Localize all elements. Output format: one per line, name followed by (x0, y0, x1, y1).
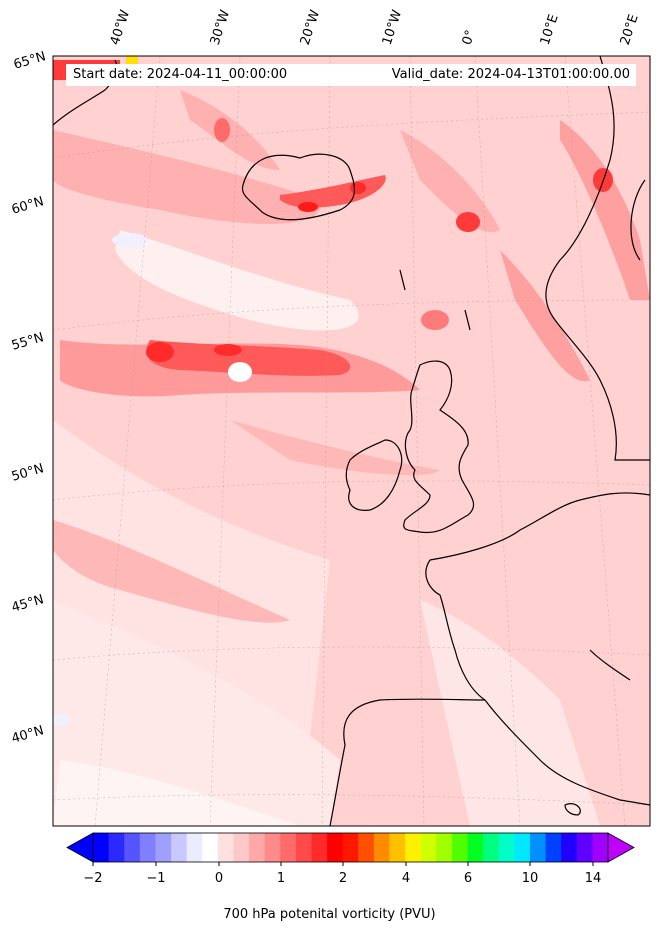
colorbar-segment (124, 833, 141, 862)
cbar-tick-label: 2 (338, 871, 348, 886)
colorbar-label: 700 hPa potenital vorticity (PVU) (223, 907, 436, 922)
cbar-tick-label: 14 (584, 871, 602, 886)
graticule (53, 56, 650, 826)
colorbar-frame (92, 832, 609, 863)
cbar-tick-label: 6 (463, 871, 473, 886)
colorbar-segment (311, 833, 328, 862)
colorbar-segment (186, 833, 203, 862)
pv-field (53, 56, 650, 826)
colorbar-extend-high (607, 832, 635, 863)
colorbar-segment (467, 833, 484, 862)
colorbar-segment (498, 833, 515, 862)
colorbar-segment (264, 833, 281, 862)
colorbar-segment (420, 833, 437, 862)
colorbar-segment (561, 833, 578, 862)
colorbar-segment (405, 833, 422, 862)
cbar-tick-label: 10 (521, 871, 539, 886)
colorbar-segment (139, 833, 156, 862)
valid-date-label: Valid_date: 2024-04-13T01:00:00.00 (391, 67, 630, 82)
colorbar-segment (280, 833, 297, 862)
cbar-tick-label: −1 (146, 871, 166, 886)
colorbar-segment (529, 833, 547, 862)
colorbar-segment (155, 833, 172, 862)
cbar-tick-label: 0 (214, 871, 224, 886)
colorbar-segment (327, 833, 344, 862)
colorbar-segment (342, 833, 359, 862)
colorbar-segment (576, 833, 593, 862)
cbar-tick-label: 4 (401, 871, 411, 886)
colorbar-segment (373, 833, 391, 862)
colorbar-segment (202, 833, 219, 862)
colorbar-segment (389, 833, 406, 862)
cbar-tick-label: 1 (276, 871, 286, 886)
date-header: Start date: 2024-04-11_00:00:00 Valid_da… (66, 64, 636, 86)
colorbar-segment (171, 833, 188, 862)
start-date-label: Start date: 2024-04-11_00:00:00 (73, 67, 288, 82)
colorbar-segment (358, 833, 375, 862)
cbar-tick-label: −2 (83, 871, 103, 886)
colorbar-segment (451, 833, 469, 862)
colorbar-segment (249, 833, 266, 862)
colorbar-segment (592, 833, 609, 862)
colorbar-segment (514, 833, 531, 862)
colorbar-segment (436, 833, 453, 862)
colorbar-segment (93, 833, 110, 862)
colorbar-extend-low (66, 832, 94, 863)
colorbar-segment (233, 833, 250, 862)
colorbar-segment (217, 833, 234, 862)
colorbar-segment (108, 833, 125, 862)
map-frame (52, 55, 651, 827)
colorbar-segment (483, 833, 500, 862)
colorbar-segment (295, 833, 312, 862)
colorbar (66, 832, 635, 866)
colorbar-segment (545, 833, 562, 862)
